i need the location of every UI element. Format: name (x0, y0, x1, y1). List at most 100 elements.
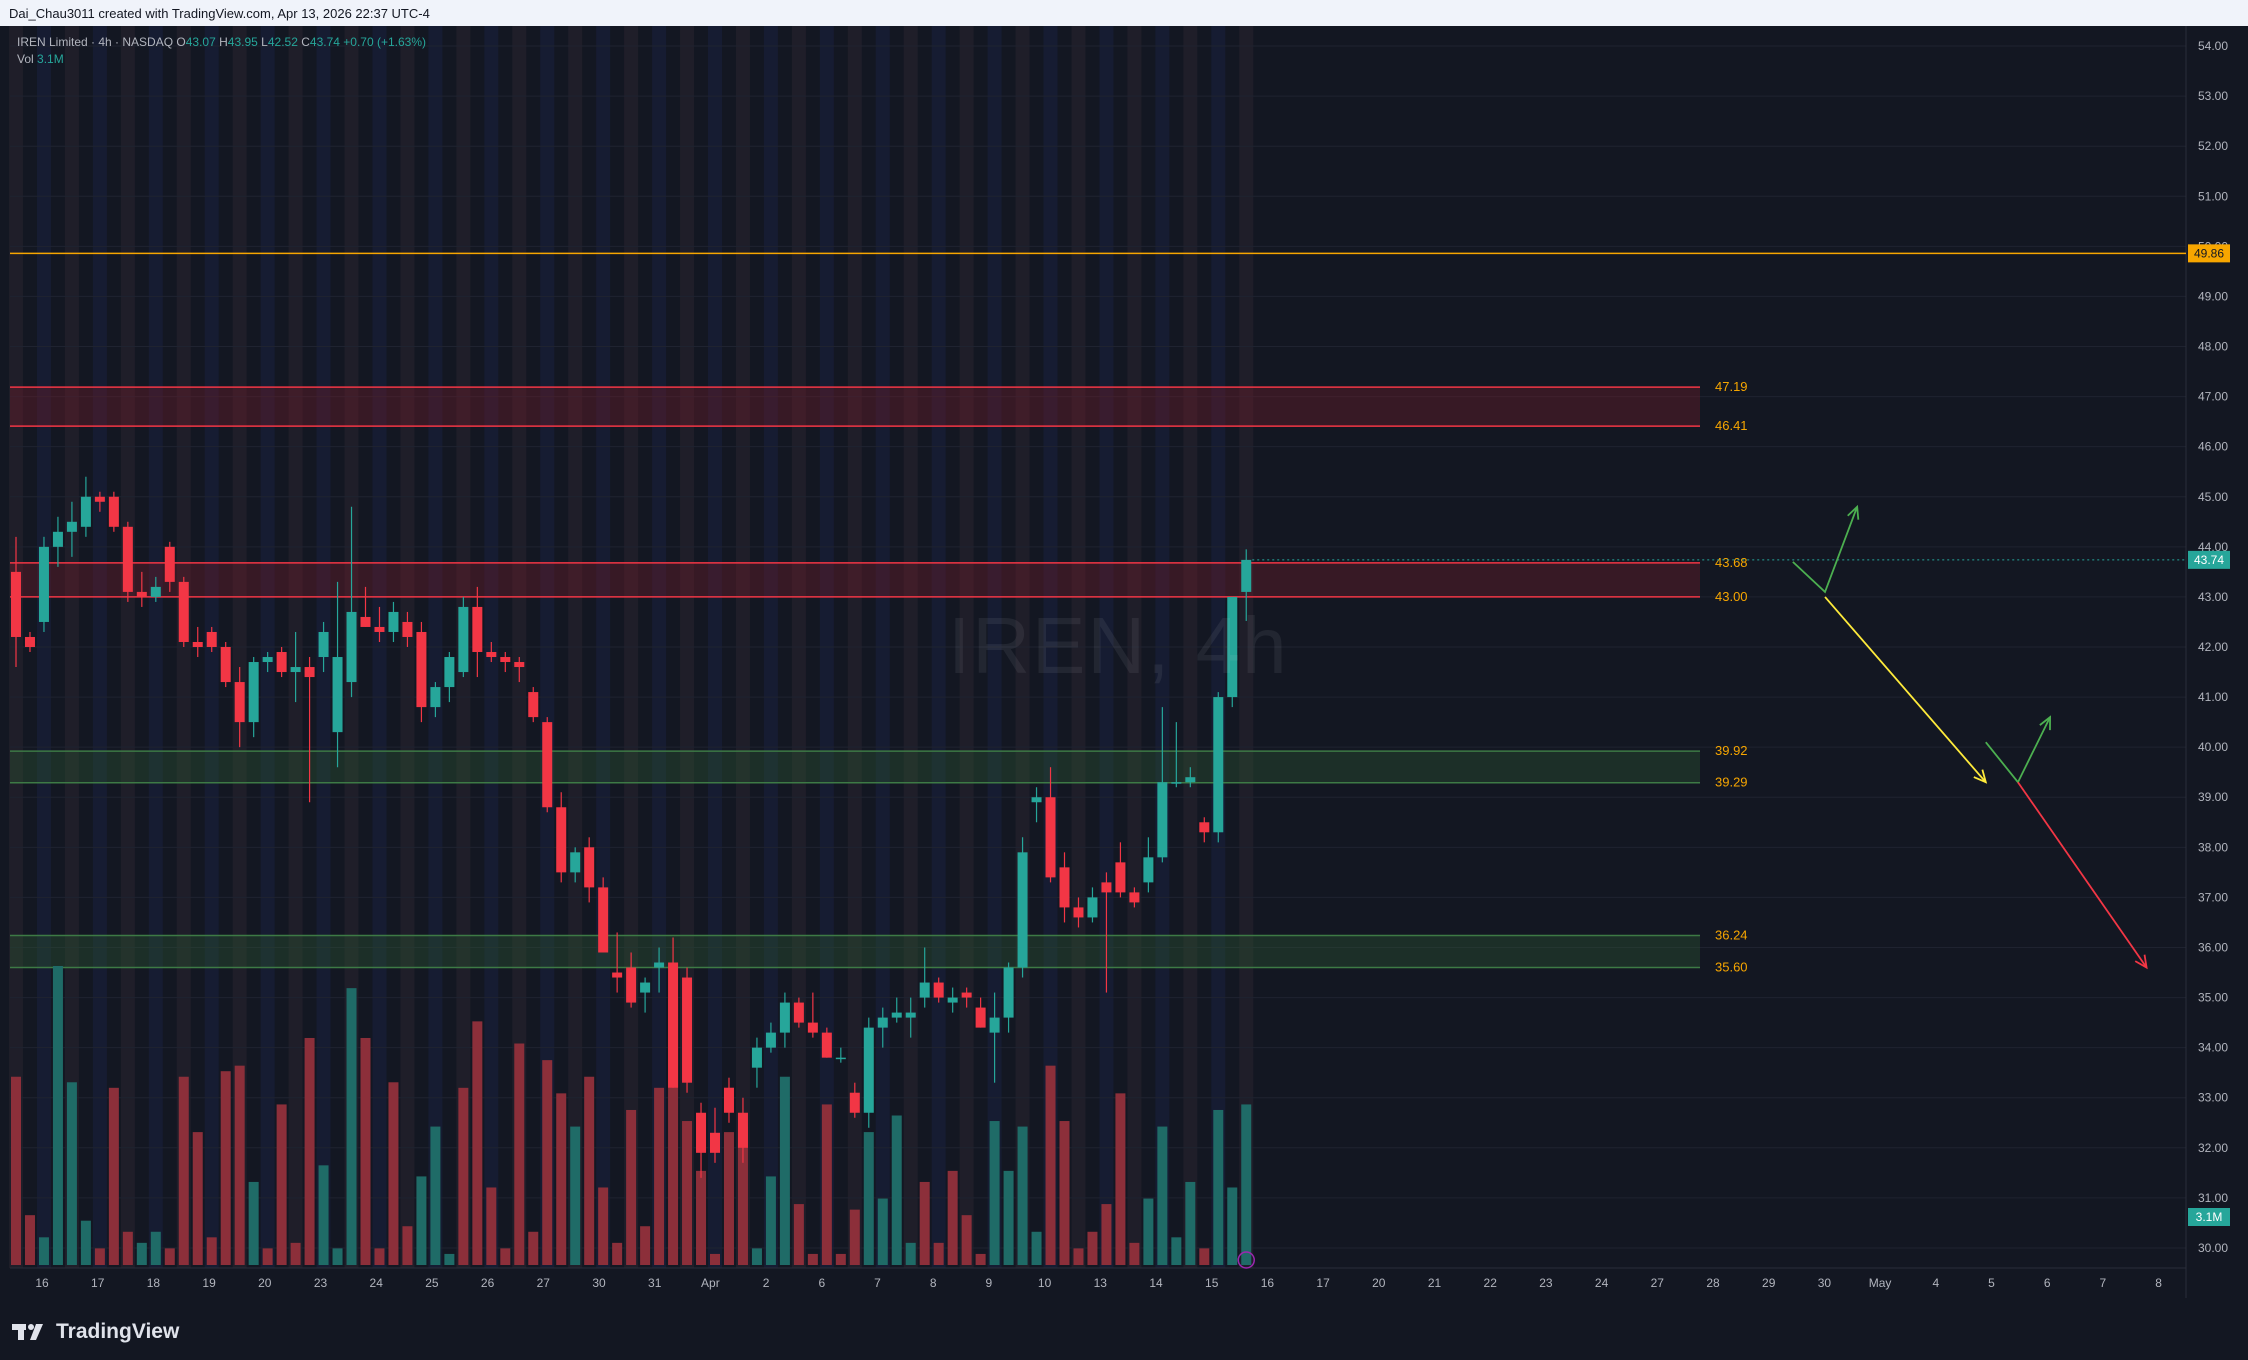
volume-bar (458, 1087, 469, 1265)
volume-bar (388, 1082, 399, 1265)
candle-body (1045, 797, 1056, 878)
x-tick-label: 19 (202, 1276, 216, 1290)
y-tick-label: 46.00 (2198, 440, 2228, 454)
x-tick-label: 16 (1261, 1276, 1275, 1290)
candlestick-chart[interactable]: 54.0053.0052.0051.0050.0049.0048.0047.00… (0, 26, 2248, 1300)
candle-body (723, 1087, 734, 1113)
candle-body (905, 1012, 916, 1018)
x-tick-label: 4 (1932, 1276, 1939, 1290)
legend-close: 43.74 (309, 35, 340, 49)
x-tick-label: May (1869, 1276, 1892, 1290)
x-tick-label: 13 (1094, 1276, 1108, 1290)
projection-arrowhead (2039, 715, 2052, 731)
x-tick-label: 24 (1595, 1276, 1609, 1290)
volume-bar (332, 1248, 343, 1265)
x-tick-label: 2 (763, 1276, 770, 1290)
candle-body (570, 852, 581, 873)
candle-body (765, 1032, 776, 1048)
volume-bar (919, 1181, 930, 1265)
candle-body (1213, 697, 1224, 833)
candle-body (779, 1002, 790, 1033)
candle-body (38, 546, 49, 622)
y-tick-label: 52.00 (2198, 139, 2228, 153)
legend-change: +0.70 (+1.63%) (343, 35, 426, 49)
y-tick-label: 30.00 (2198, 1241, 2228, 1255)
candle-body (821, 1032, 832, 1058)
volume-bar (793, 1204, 804, 1265)
candle-body (933, 982, 944, 998)
volume-bar (598, 1187, 609, 1265)
candle-body (668, 962, 679, 1088)
candle-body (528, 692, 539, 718)
y-tick-label: 33.00 (2198, 1091, 2228, 1105)
x-tick-label: 27 (537, 1276, 551, 1290)
volume-bar (1045, 1065, 1056, 1265)
volume-bar (374, 1248, 385, 1265)
credit-text: Dai_Chau3011 created with TradingView.co… (9, 6, 430, 21)
x-tick-label: 16 (35, 1276, 49, 1290)
candle-body (1199, 822, 1210, 833)
volume-bar (248, 1181, 259, 1265)
legend-price-row: IREN Limited · 4h · NASDAQ O43.07 H43.95… (17, 34, 426, 51)
volume-bar (1185, 1181, 1196, 1265)
support-zone-lower (10, 935, 1700, 968)
x-tick-label: 21 (1428, 1276, 1442, 1290)
y-tick-label: 48.00 (2198, 340, 2228, 354)
candle-body (849, 1092, 860, 1113)
level-badge-text: 49.86 (2194, 246, 2224, 260)
projection-path (1824, 596, 1987, 783)
volume-bar (192, 1132, 203, 1265)
candle-body (891, 1012, 902, 1018)
last-price-badge-text: 43.74 (2194, 553, 2224, 567)
legend-volume-label: Vol (17, 52, 34, 66)
candle-body (234, 682, 245, 723)
volume-bar (1087, 1231, 1098, 1265)
candle-body (1003, 967, 1014, 1018)
volume-bar (178, 1076, 189, 1265)
volume-bar (975, 1253, 986, 1265)
volume-bar (807, 1253, 818, 1265)
volume-bar (1157, 1126, 1168, 1265)
candle-body (1073, 907, 1084, 918)
x-tick-label: 20 (258, 1276, 272, 1290)
candle-body (1157, 782, 1168, 858)
candle-body (961, 992, 972, 998)
support-zone-upper (10, 751, 1700, 783)
volume-badge (2188, 1208, 2230, 1226)
volume-bar (682, 1121, 693, 1265)
tradingview-wordmark: TradingView (56, 1320, 180, 1343)
volume-bar (1171, 1237, 1182, 1265)
tradingview-logo[interactable]: TradingView (12, 1320, 179, 1344)
volume-bar (905, 1242, 916, 1265)
candle-body (318, 631, 329, 658)
volume-bar (206, 1237, 217, 1265)
x-tick-label: 10 (1038, 1276, 1052, 1290)
x-tick-label: 18 (147, 1276, 161, 1290)
y-tick-label: 31.00 (2198, 1191, 2228, 1205)
y-tick-label: 38.00 (2198, 840, 2228, 854)
candle-body (80, 496, 91, 527)
candle-body (500, 657, 511, 663)
volume-bar (933, 1242, 944, 1265)
candle-body (94, 496, 105, 502)
y-tick-label: 49.00 (2198, 289, 2228, 303)
candle-body (612, 972, 623, 978)
symbol-watermark: IREN, 4h (948, 601, 1289, 690)
volume-bar (220, 1071, 231, 1265)
x-tick-label: 31 (648, 1276, 662, 1290)
volume-bar (234, 1065, 245, 1265)
volume-bar (961, 1215, 972, 1265)
candle-body (514, 662, 525, 668)
volume-bar (402, 1226, 413, 1265)
y-tick-label: 32.00 (2198, 1141, 2228, 1155)
candle-body (108, 496, 119, 527)
candle-body (1143, 857, 1154, 883)
volume-bar (696, 1170, 707, 1265)
volume-bar (612, 1242, 623, 1265)
x-tick-label: 15 (1205, 1276, 1219, 1290)
legend-high: 43.95 (227, 35, 258, 49)
candle-body (584, 847, 595, 888)
candle-body (206, 631, 217, 647)
volume-bar (570, 1126, 581, 1265)
candle-body (11, 571, 21, 637)
